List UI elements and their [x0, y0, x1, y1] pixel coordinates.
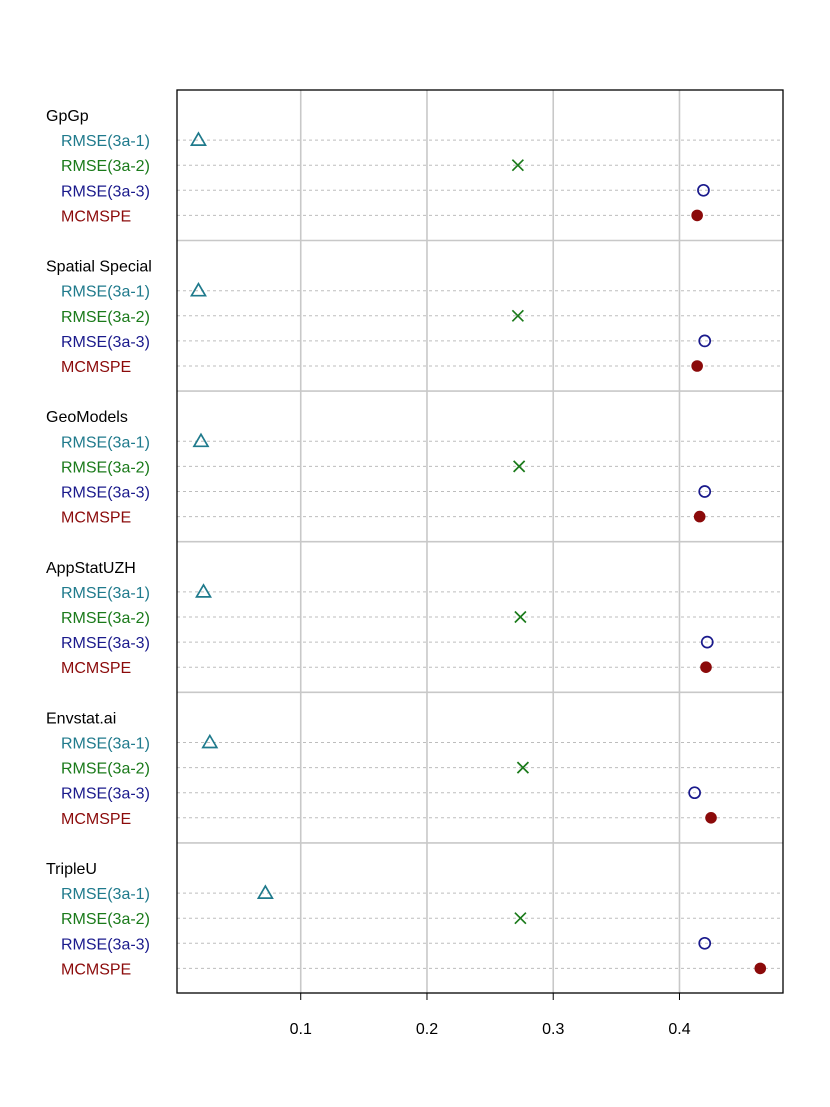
cross-stroke [516, 761, 530, 774]
cross-stroke [513, 460, 526, 473]
cross-stroke [511, 309, 524, 322]
row-label: MCMSPE [61, 359, 131, 376]
row-label: RMSE(3a-2) [61, 459, 150, 476]
group-label: Spatial Special [46, 259, 152, 276]
row-label: RMSE(3a-1) [61, 886, 150, 903]
open-circle-marker [700, 635, 714, 649]
filled-circle-marker [691, 209, 703, 222]
open-circle-marker [688, 786, 701, 800]
group-label: GpGp [46, 108, 89, 125]
open-circle-marker [698, 936, 712, 950]
cross-marker [514, 610, 527, 624]
group-label: GeoModels [46, 409, 128, 426]
row-label: RMSE(3a-3) [61, 635, 150, 652]
cross-marker [516, 761, 530, 774]
row-label: MCMSPE [61, 660, 131, 677]
x-tick-label: 0.4 [668, 1021, 690, 1038]
filled-circle-marker [693, 510, 706, 523]
filled-circle-marker [705, 812, 717, 824]
x-tick-label: 0.1 [290, 1021, 312, 1038]
cross-marker [511, 159, 524, 172]
row-label: MCMSPE [61, 961, 131, 978]
row-label: RMSE(3a-3) [61, 485, 150, 502]
data-points [189, 131, 767, 975]
group-separators [177, 239, 783, 844]
row-label: RMSE(3a-3) [61, 334, 150, 351]
row-label: RMSE(3a-3) [61, 786, 150, 803]
open-circle-marker [698, 485, 712, 498]
filled-circle-marker [691, 360, 703, 372]
row-label: RMSE(3a-1) [61, 736, 150, 753]
row-label: RMSE(3a-2) [61, 761, 150, 778]
row-label: RMSE(3a-2) [61, 158, 150, 175]
row-label: MCMSPE [61, 208, 131, 225]
row-label: MCMSPE [61, 811, 131, 828]
cross-stroke [514, 912, 527, 925]
row-label: RMSE(3a-1) [61, 284, 150, 301]
open-circle-marker [697, 183, 710, 197]
triangle-marker [201, 733, 219, 749]
row-label: MCMSPE [61, 510, 131, 527]
open-circle-marker [698, 334, 712, 348]
filled-circle-marker [754, 962, 767, 975]
row-label: RMSE(3a-2) [61, 610, 150, 627]
x-tick-label: 0.2 [416, 1021, 438, 1038]
row-label: RMSE(3a-2) [61, 309, 150, 326]
group-label: Envstat.ai [46, 710, 116, 727]
x-axis: 0.1 0.2 0.3 0.4 [290, 993, 691, 1038]
group-label: AppStatUZH [46, 560, 136, 577]
group-label: TripleU [46, 861, 97, 878]
row-label: RMSE(3a-1) [61, 434, 150, 451]
row-label: RMSE(3a-2) [61, 911, 150, 928]
triangle-marker [189, 131, 207, 146]
triangle-marker [256, 884, 274, 899]
triangle-marker [195, 583, 212, 598]
triangle-marker [189, 282, 207, 297]
grid-layer [177, 90, 783, 993]
row-labels: GpGp RMSE(3a-1) RMSE(3a-2) RMSE(3a-3) MCMSPE… [46, 108, 152, 978]
row-label: RMSE(3a-1) [61, 585, 150, 602]
x-tick-label: 0.3 [542, 1021, 564, 1038]
cross-stroke [514, 610, 527, 624]
filled-circle-marker [700, 661, 712, 673]
plot-frame [176, 89, 784, 994]
cross-marker [514, 912, 527, 925]
row-label: RMSE(3a-3) [61, 183, 150, 200]
row-label: RMSE(3a-1) [61, 133, 150, 150]
cross-marker [511, 309, 524, 322]
row-label: RMSE(3a-3) [61, 936, 150, 953]
cross-stroke [511, 159, 524, 172]
triangle-marker [192, 432, 210, 448]
cross-marker [513, 460, 526, 473]
